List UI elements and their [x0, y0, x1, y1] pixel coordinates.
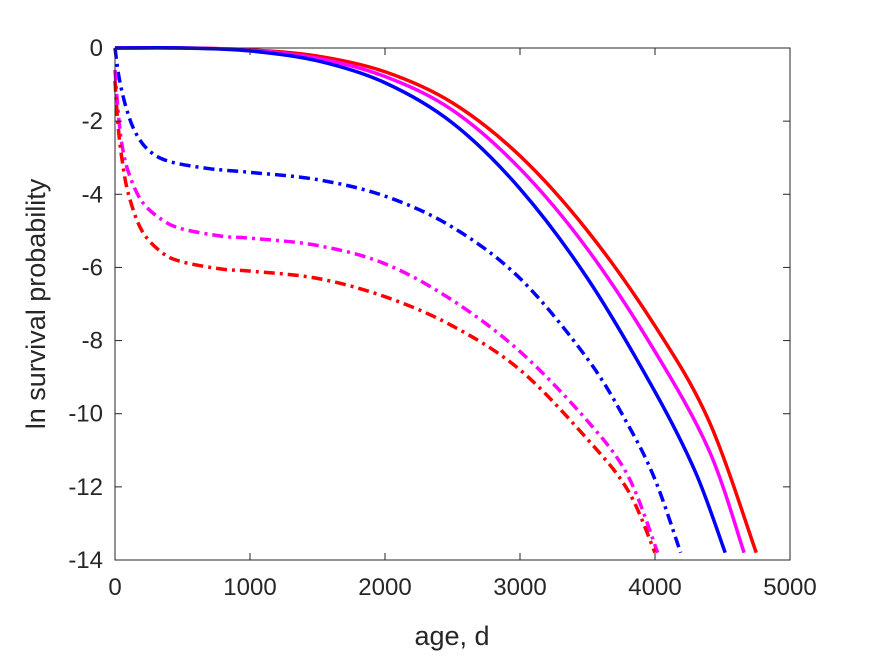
series-line-4-dashdot — [113, 47, 683, 554]
y-tick-label: -14 — [68, 547, 103, 574]
series-line-3-solid — [114, 46, 727, 554]
axes-box — [114, 47, 791, 561]
series-layer — [113, 46, 758, 554]
y-tick-label: -6 — [82, 254, 103, 281]
x-axis-label: age, d — [414, 621, 489, 651]
y-axis: 0 -2 -4 -6 -8 -10 -12 -14 — [68, 35, 790, 574]
y-tick-label: -12 — [68, 474, 103, 501]
series-line-6-dashdot — [113, 80, 657, 554]
x-tick-label: 0 — [108, 574, 121, 601]
y-tick-label: -10 — [68, 401, 103, 428]
y-tick-label: 0 — [90, 35, 103, 62]
plot-area — [115, 48, 790, 560]
y-tick-label: -8 — [82, 328, 103, 355]
y-tick-label: -4 — [82, 181, 103, 208]
series-line-5-dashdot — [113, 69, 660, 554]
x-tick-label: 5000 — [763, 574, 816, 601]
x-tick-label: 2000 — [358, 574, 411, 601]
x-axis: 0 1000 2000 3000 4000 5000 — [108, 48, 817, 601]
y-tick-label: -2 — [82, 108, 103, 135]
x-tick-label: 1000 — [223, 574, 276, 601]
x-tick-label: 3000 — [493, 574, 546, 601]
x-tick-label: 4000 — [628, 574, 681, 601]
y-axis-label: ln survival probability — [21, 178, 51, 429]
